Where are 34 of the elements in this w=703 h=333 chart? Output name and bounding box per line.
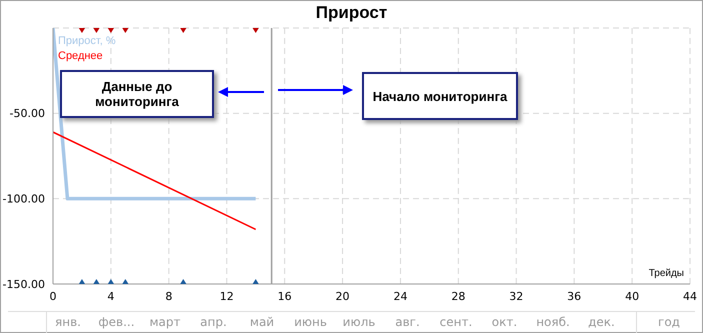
chart-title: Прирост	[314, 3, 388, 23]
text: март	[148, 315, 182, 329]
x-tick-label: 44	[683, 290, 697, 303]
x-tick-label: 4	[107, 290, 114, 303]
callout-box: Данные до мониторинга	[60, 70, 214, 118]
x-tick-label: 12	[220, 290, 234, 303]
y-tick-label: -50.00	[10, 107, 45, 120]
x-tick-label: 40	[625, 290, 640, 303]
text: дек.	[587, 315, 616, 329]
x-tick-label: 0	[50, 290, 56, 303]
text: апр.	[199, 315, 228, 329]
text: июль	[342, 315, 376, 329]
text: окт.	[490, 315, 518, 329]
x-tick-label: 20	[336, 290, 350, 303]
x-tick-label: 16	[278, 290, 292, 303]
x-tick-label: 8	[165, 290, 172, 303]
x-tick-label: 28	[451, 290, 466, 303]
text: май	[248, 315, 276, 329]
x-tick-label: 36	[567, 290, 582, 303]
text: нояб.	[535, 315, 571, 329]
text: год	[657, 315, 681, 329]
text: янв.	[54, 315, 82, 329]
x-axis-title: Трейды	[648, 268, 684, 279]
text: фев...	[97, 315, 136, 329]
x-tick-label: 24	[393, 290, 408, 303]
text: авг.	[394, 315, 421, 329]
text: сент.	[438, 315, 474, 329]
series-label: Прирост, %	[58, 34, 116, 49]
y-tick-label: -150.00	[2, 278, 45, 291]
callout-box: Начало мониторинга	[362, 72, 518, 120]
x-tick-label: 32	[509, 290, 524, 303]
text: Среднее	[58, 49, 104, 64]
text: июнь	[293, 315, 328, 329]
y-tick-label: -100.00	[2, 192, 45, 206]
